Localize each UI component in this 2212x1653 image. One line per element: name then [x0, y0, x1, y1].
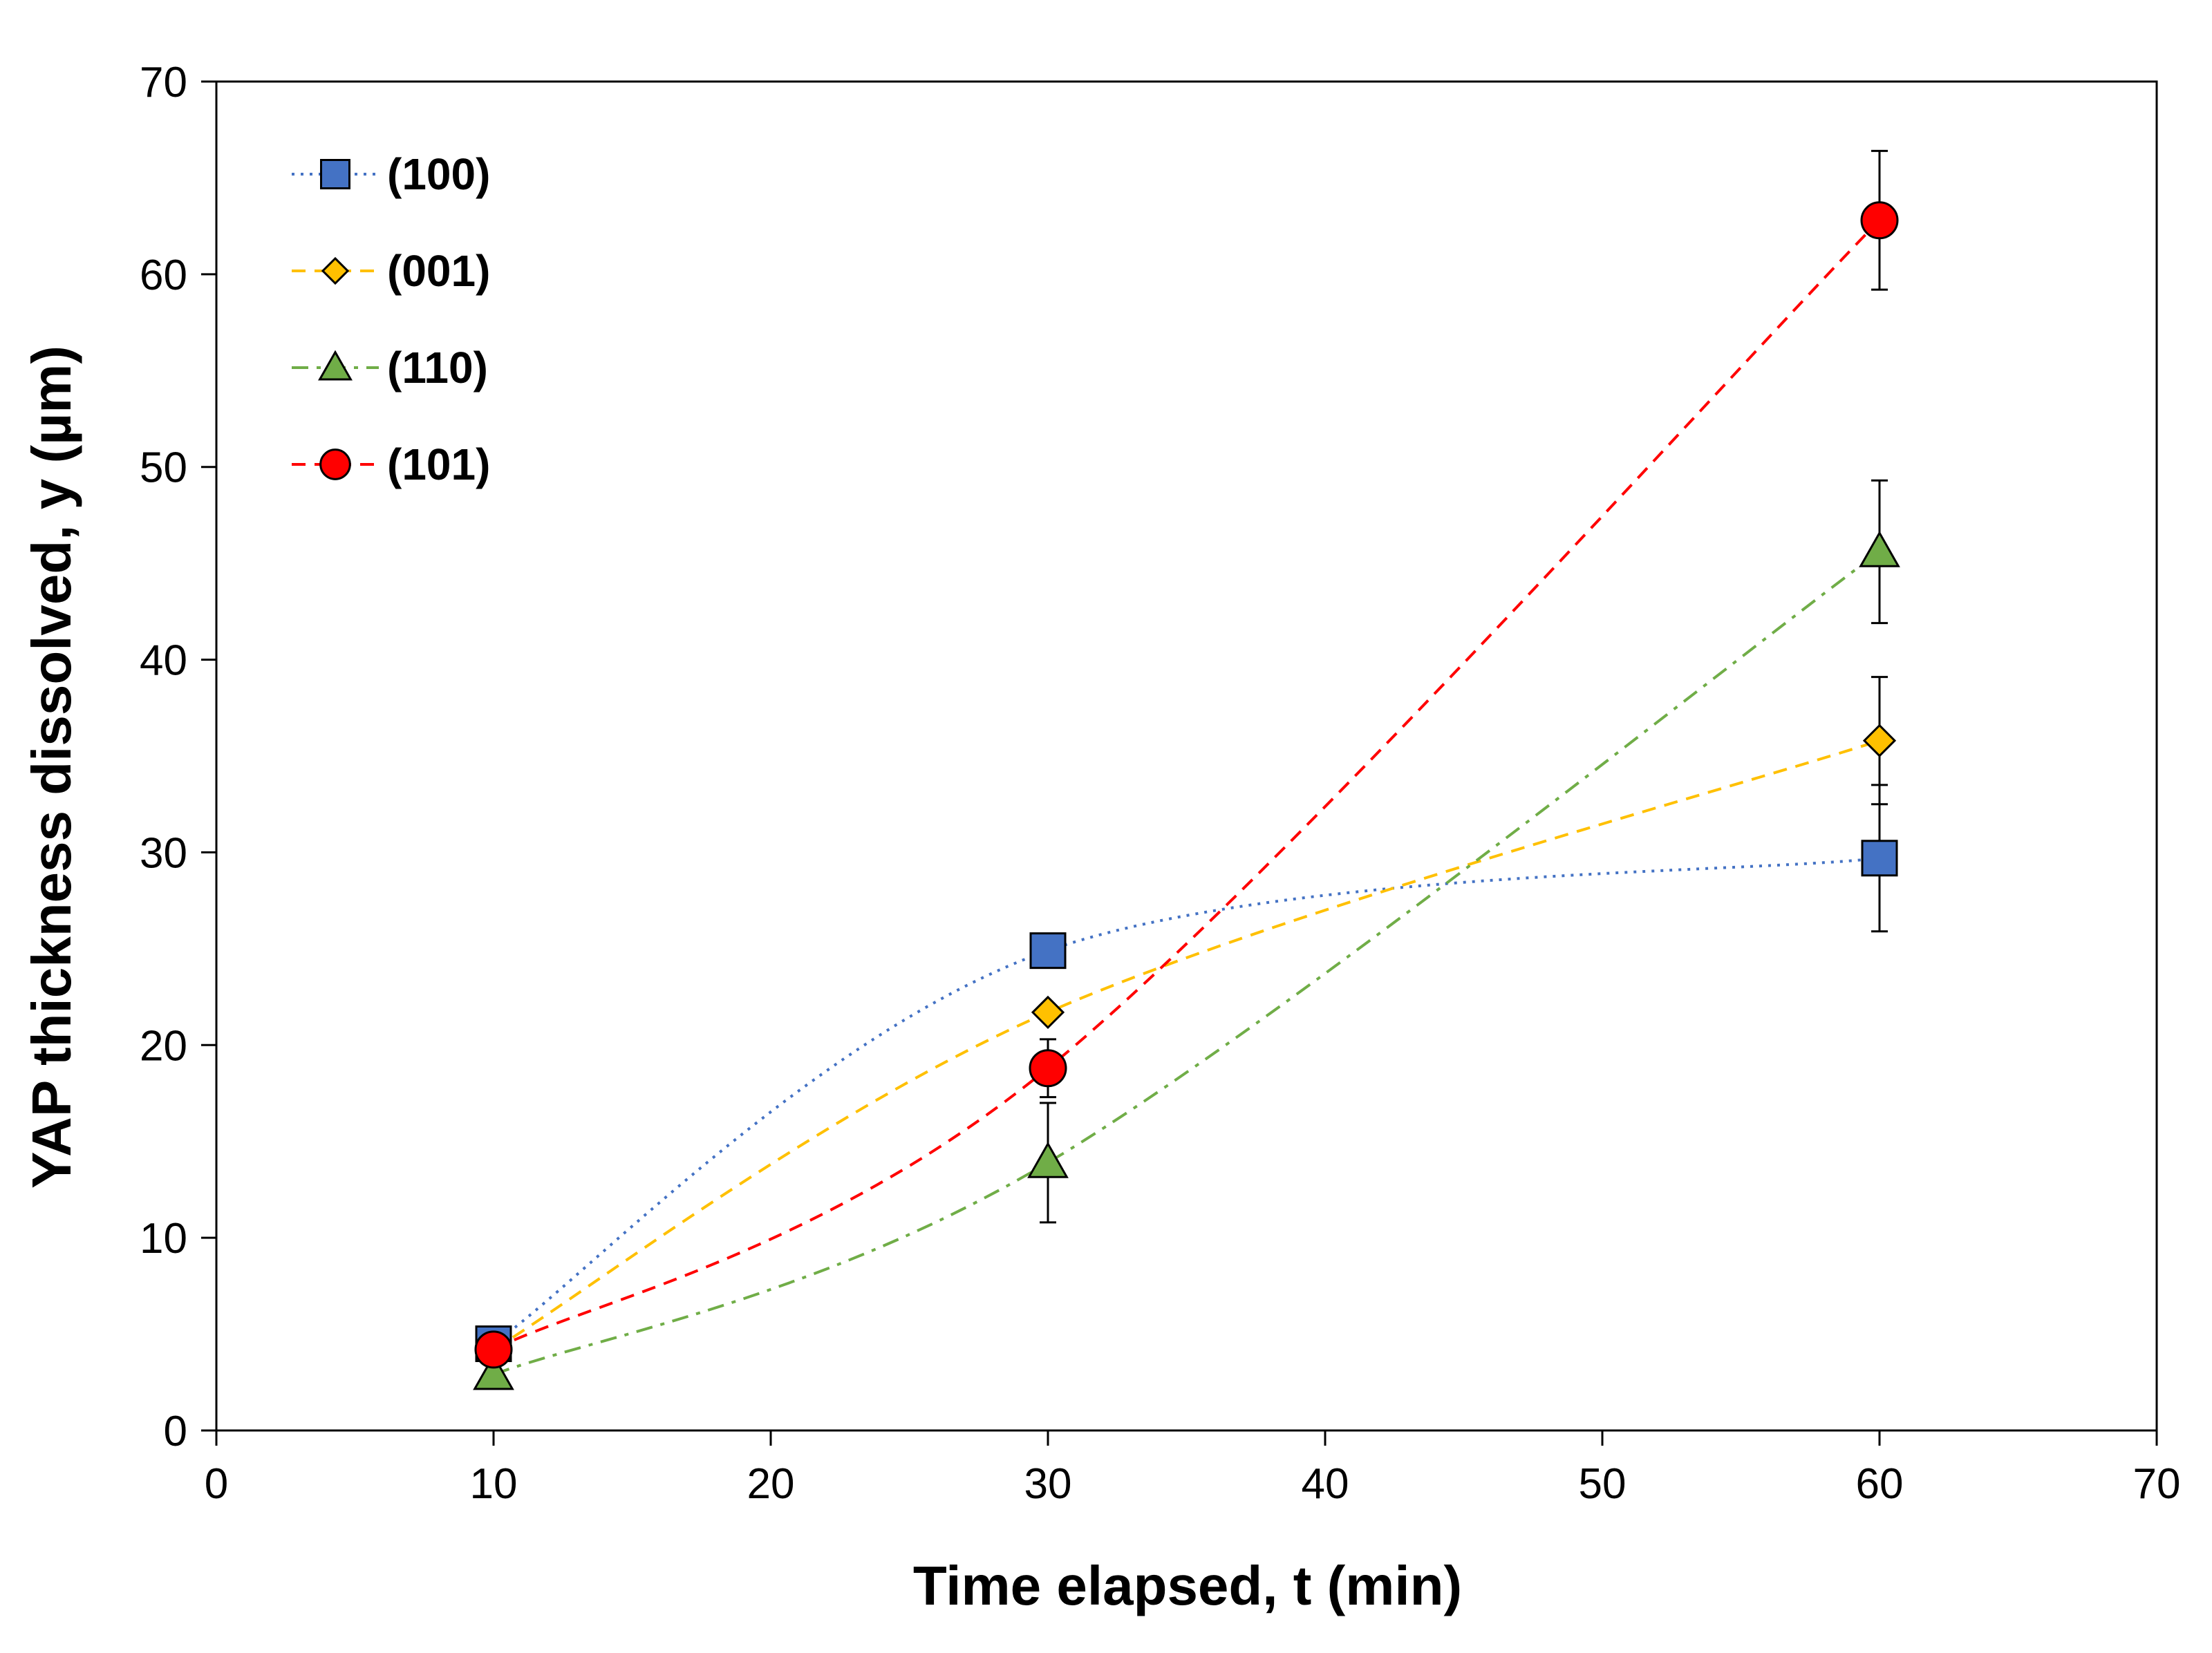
y-tick-label: 50 — [140, 444, 187, 492]
x-tick-label: 70 — [2133, 1460, 2181, 1508]
data-point — [1860, 201, 1899, 240]
data-point — [1859, 531, 1900, 567]
data-point — [1031, 995, 1065, 1030]
data-point — [1027, 1142, 1069, 1178]
data-point — [1029, 932, 1067, 970]
y-tick-label: 20 — [140, 1022, 187, 1070]
x-tick-label: 20 — [747, 1460, 795, 1508]
x-tick-label: 10 — [470, 1460, 518, 1508]
y-tick-label: 40 — [140, 637, 187, 685]
series-line — [492, 739, 1880, 1351]
legend-marker — [318, 350, 353, 381]
legend-label: (101) — [387, 440, 490, 489]
legend-marker — [319, 448, 351, 480]
data-point — [473, 1353, 514, 1390]
legend-label: (110) — [387, 343, 488, 393]
data-point — [1862, 724, 1897, 757]
legend-label: (100) — [387, 149, 490, 199]
y-tick-label: 10 — [140, 1215, 187, 1263]
series-line — [492, 856, 1880, 1345]
legend-marker — [321, 256, 350, 285]
y-tick-label: 30 — [140, 829, 187, 877]
data-point — [474, 1330, 513, 1369]
x-tick-label: 0 — [205, 1460, 228, 1508]
data-point — [1861, 840, 1898, 877]
x-axis-title: Time elapsed, t (min) — [913, 1555, 1462, 1616]
legend-label: (001) — [387, 246, 490, 296]
x-tick-label: 50 — [1579, 1460, 1627, 1508]
x-tick-label: 60 — [1856, 1460, 1904, 1508]
series-line — [493, 219, 1881, 1351]
series-line — [493, 550, 1881, 1376]
y-tick-label: 0 — [164, 1408, 187, 1455]
plot-area-border — [215, 80, 2158, 1432]
data-point — [1029, 1049, 1067, 1088]
x-tick-label: 40 — [1302, 1460, 1349, 1508]
legend-marker — [320, 159, 350, 189]
y-tick-label: 60 — [140, 252, 187, 299]
y-axis-title: YAP thickness dissolved, y (µm) — [21, 346, 82, 1189]
x-tick-label: 30 — [1024, 1460, 1072, 1508]
y-tick-label: 70 — [140, 59, 187, 106]
